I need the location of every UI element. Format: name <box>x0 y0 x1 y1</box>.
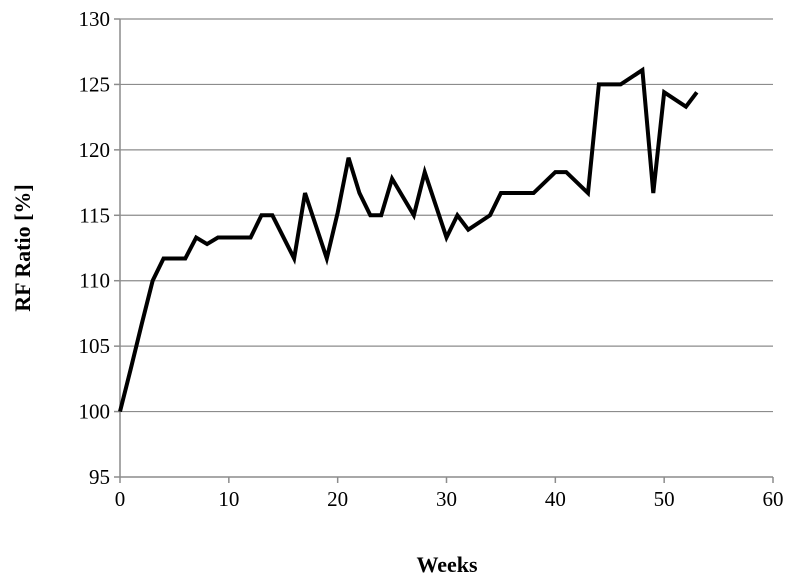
y-tick-label: 95 <box>89 465 110 489</box>
x-tick-label: 60 <box>763 487 784 511</box>
y-tick-label: 105 <box>79 334 111 358</box>
y-axis-title: RF Ratio [%] <box>10 184 35 312</box>
y-tick-label: 120 <box>79 138 111 162</box>
x-tick-label: 50 <box>654 487 675 511</box>
x-tick-label: 40 <box>545 487 566 511</box>
x-tick-label: 20 <box>327 487 348 511</box>
gridlines <box>120 18 773 413</box>
x-tick-label: 10 <box>218 487 239 511</box>
series-layer <box>118 66 699 413</box>
y-tick-label: 115 <box>79 203 110 227</box>
y-tick-label: 130 <box>79 7 111 31</box>
y-tick-label: 110 <box>79 269 110 293</box>
y-tick-label: 100 <box>79 400 111 424</box>
x-tick-label: 0 <box>115 487 126 511</box>
x-tick-label: 30 <box>436 487 457 511</box>
tick-labels: 95 100 105 110 115 120 125 130 0 10 20 30 40 50 60 <box>79 7 784 511</box>
x-axis-title: Weeks <box>416 552 478 576</box>
axes <box>114 18 774 483</box>
y-tick-label: 125 <box>79 72 111 96</box>
series-line-0 <box>118 66 699 413</box>
